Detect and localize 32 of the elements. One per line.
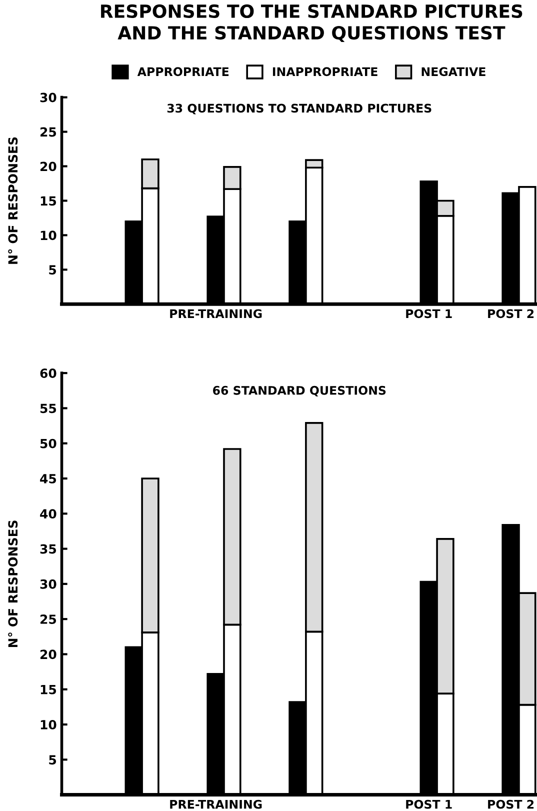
y-tick-label: 30 (40, 579, 56, 589)
y-tick-label: 10 (40, 230, 56, 240)
text: 66 STANDARD QUESTIONS (213, 386, 386, 396)
y-tick-label: 25 (40, 127, 56, 137)
y-axis-title: N° OF RESPONSES (8, 520, 18, 648)
y-tick-label: 5 (49, 755, 56, 765)
chart-title: RESPONSES TO THE STANDARD PICTURES AND THE STANDARD QUESTIONS TEST (101, 4, 522, 42)
y-tick-label: 20 (40, 162, 56, 172)
y-tick-label: 55 (40, 404, 56, 414)
y-axis-title: N° OF RESPONSES (8, 137, 18, 264)
x-tick-label: PRE-TRAINING (170, 309, 262, 318)
y-tick-label: 5 (49, 265, 56, 275)
y-tick-label: 45 (40, 474, 56, 484)
y-tick-label: 60 (40, 368, 56, 378)
legend-label: NEGATIVE (422, 67, 486, 76)
y-tick-label: 35 (40, 544, 56, 554)
y-tick-label: 30 (40, 92, 56, 102)
y-tick-label: 25 (40, 614, 56, 624)
legend-label: INAPPROPRIATE (272, 67, 378, 76)
y-tick-label: 10 (40, 720, 56, 730)
y-tick-label: 20 (40, 650, 56, 660)
y-tick-label: 40 (40, 509, 56, 519)
y-tick-label: 50 (40, 438, 56, 448)
y-tick-label: 15 (40, 684, 56, 694)
x-tick-label: POST 1 (406, 800, 452, 809)
y-tick-label: 15 (40, 196, 56, 206)
x-tick-label: POST 1 (406, 309, 452, 318)
x-tick-label: POST 2 (488, 309, 534, 318)
legend-label: APPROPRIATE (137, 67, 229, 76)
chart-subtitle: 33 QUESTIONS TO STANDARD PICTURES (167, 104, 432, 114)
x-tick-label: PRE-TRAINING (170, 800, 262, 809)
x-tick-label: POST 2 (488, 800, 534, 809)
